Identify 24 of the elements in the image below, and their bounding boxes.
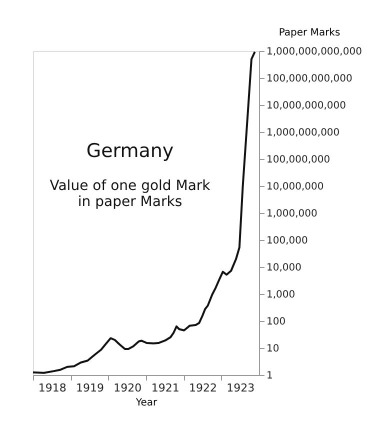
y-tick-label: 10,000,000 — [266, 182, 324, 192]
y-tick-label: 100,000,000,000 — [266, 74, 352, 84]
text: Value of one gold Mark in paper Marks — [50, 178, 212, 210]
y-tick-label: 10,000 — [266, 262, 302, 274]
y-axis-title: Paper Marks — [278, 28, 340, 38]
x-tick-label: 1918 — [38, 382, 66, 394]
x-tick-label: 1923 — [226, 382, 255, 394]
y-tick-label: 10,000,000,000 — [266, 100, 346, 112]
x-tick-label: 1919 — [76, 382, 104, 394]
line-series — [32, 50, 256, 374]
x-tick-label: 1920 — [114, 382, 142, 394]
x-tick-label: 1922 — [189, 382, 217, 394]
y-tick-label: 1,000,000,000,000 — [266, 46, 362, 58]
x-axis-title: Year — [134, 398, 158, 408]
y-tick-label: 1 — [266, 370, 273, 382]
x-tick-label: 1921 — [151, 382, 180, 394]
y-tick-label: 1,000,000 — [266, 208, 318, 220]
y-tick-label: 10 — [266, 344, 280, 354]
y-tick-label: 1,000,000,000 — [266, 128, 340, 138]
y-tick-label: 1,000 — [266, 290, 296, 300]
y-tick-label: 100,000,000 — [266, 154, 330, 166]
y-tick-label: 100 — [266, 316, 286, 328]
text: Germany — [86, 140, 174, 162]
y-tick-label: 100,000 — [266, 236, 308, 246]
